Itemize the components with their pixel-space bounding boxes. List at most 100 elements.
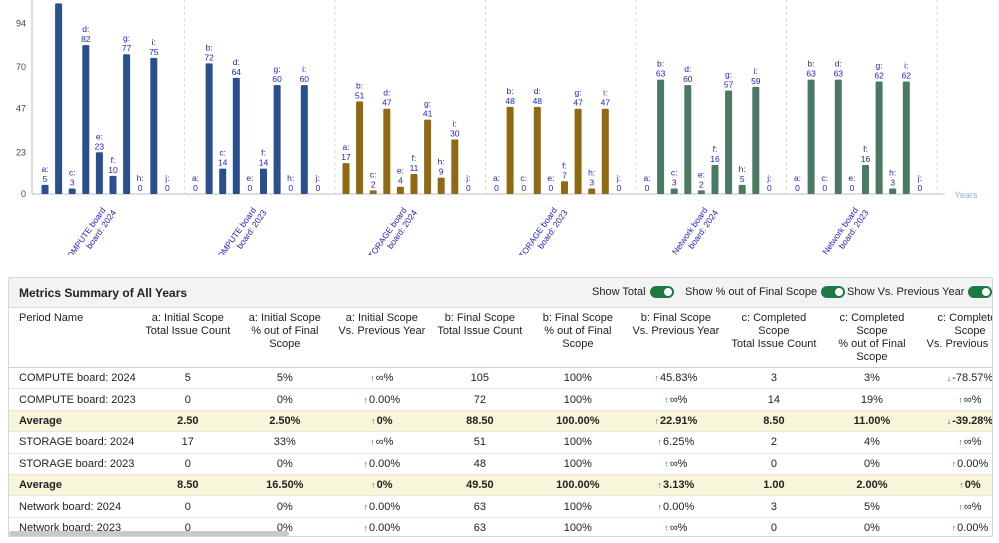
bar-series-label: h:: [588, 168, 595, 178]
metric-cell: 5%: [822, 495, 921, 518]
arrow-up-icon: ↑: [370, 437, 375, 448]
y-tick-label: 0: [21, 189, 26, 199]
bar-series-label: e:: [397, 166, 404, 176]
show-total-toggle[interactable]: Show Total: [592, 286, 674, 298]
toggle-switch-icon[interactable]: [649, 286, 674, 298]
period-name-cell: STORAGE board: 2023: [9, 453, 139, 475]
toggle-switch-icon[interactable]: [821, 286, 846, 298]
metric-cell: ↑∞%: [626, 517, 725, 536]
bar-value-label: 3: [589, 178, 594, 188]
arrow-up-icon: ↑: [363, 501, 368, 512]
show-pct-toggle[interactable]: Show % out of Final Scope: [685, 286, 846, 298]
bar-series-label: i:: [603, 88, 607, 98]
bar-value-label: 0: [850, 183, 855, 193]
bar-series-label: b:: [657, 59, 664, 69]
bar-series-label: a:: [192, 173, 199, 183]
metric-cell: ↓-39.28%: [920, 410, 992, 433]
bar-value-label: 62: [874, 70, 884, 80]
bar-d: [383, 108, 391, 194]
column-header-line: Vs. Previous Year: [926, 338, 992, 350]
bar-value-label: 60: [683, 74, 693, 84]
metric-cell: 100%: [528, 388, 627, 411]
bar-series-label: f:: [111, 155, 116, 165]
bar-value-label: 5: [740, 174, 745, 184]
bar-value-label: 48: [505, 96, 515, 106]
metric-cell: 33%: [236, 431, 333, 454]
metric-cell: 1.00: [724, 474, 823, 497]
bar-value-label: 0: [466, 183, 471, 193]
arrow-up-icon: ↑: [363, 458, 368, 469]
metric-cell: 8.50: [724, 410, 823, 433]
bar-i: [300, 85, 308, 194]
bar-d: [533, 106, 541, 194]
metric-cell: ↑0%: [332, 474, 431, 497]
column-header-line: Total Issue Count: [145, 325, 231, 337]
column-header[interactable]: b: Final Scope Total Issue Count: [430, 308, 529, 368]
metric-cell: 100%: [528, 517, 627, 536]
bar-series-label: e:: [547, 173, 554, 183]
metric-cell: 17: [138, 431, 237, 454]
bar-b: [356, 101, 364, 194]
column-header[interactable]: a: Initial Scope Vs. Previous Year: [332, 308, 431, 368]
bar-c: [369, 190, 377, 194]
column-header[interactable]: b: Final Scope% out of Final Scope: [528, 308, 627, 368]
bar-value-label: 0: [165, 183, 170, 193]
bar-series-label: i:: [302, 64, 306, 74]
bar-series-label: g:: [725, 70, 732, 80]
bar-value-label: 59: [751, 76, 761, 86]
show-vs-toggle[interactable]: Show Vs. Previous Year: [847, 286, 992, 298]
column-header-line: b: Final Scope: [640, 312, 712, 324]
bar-value-label: 10: [108, 165, 118, 175]
column-header[interactable]: a: Initial Scope% out of Final Scope: [236, 308, 333, 368]
arrow-up-icon: ↑: [654, 415, 659, 426]
bar-h: [889, 188, 897, 194]
bar-value-label: 14: [218, 158, 228, 168]
bar-d: [82, 45, 90, 194]
metric-cell: ↑0.00%: [332, 388, 431, 411]
metric-cell: 0%: [822, 517, 921, 536]
bar-value-label: 51: [355, 90, 365, 100]
show-vs-label: Show Vs. Previous Year: [847, 286, 965, 298]
metric-cell: ↑45.83%: [626, 367, 725, 390]
metric-cell: ↑0%: [332, 410, 431, 433]
bar-value-label: 47: [573, 98, 583, 108]
column-header[interactable]: c: Completed Scope Total Issue Count: [724, 308, 823, 368]
metric-cell: ↑∞%: [920, 431, 992, 454]
metric-cell: ↓-78.57%: [920, 367, 992, 390]
column-header[interactable]: a: Initial Scope Total Issue Count: [138, 308, 237, 368]
bar-series-label: j:: [465, 173, 470, 183]
panel-title: Metrics Summary of All Years: [19, 286, 188, 300]
bar-f: [711, 164, 719, 194]
metric-cell: 48: [430, 453, 529, 475]
x-category-label: COMPUTE boardboard: 2024: [61, 202, 118, 255]
column-header[interactable]: b: Final Scope Vs. Previous Year: [626, 308, 725, 368]
x-category-label: Network boardboard: 2023: [820, 202, 871, 255]
bar-series-label: b:: [507, 86, 514, 96]
x-axis-title: Years: [955, 190, 978, 200]
metric-cell: 2.00%: [822, 474, 921, 497]
horizontal-scrollbar[interactable]: [9, 531, 289, 536]
bar-series-label: a:: [41, 164, 48, 174]
panel-header: Metrics Summary of All Years Show Total …: [9, 278, 992, 308]
column-header[interactable]: c: Completed Scope% out of Final Scope: [822, 308, 921, 368]
y-tick-label: 94: [16, 18, 26, 28]
bar-series-label: f:: [562, 160, 567, 170]
metric-cell: ↑0.00%: [332, 495, 431, 518]
metrics-table: Period Name a: Initial Scope Total Issue C…: [9, 308, 992, 536]
bar-series-label: b:: [808, 59, 815, 69]
metric-cell: 0%: [236, 495, 333, 518]
bar-value-label: 48: [533, 96, 543, 106]
column-header-period[interactable]: Period Name: [9, 308, 139, 368]
metric-cell: 3: [724, 495, 823, 518]
column-header-line: c: Completed Scope: [839, 312, 905, 337]
bar-value-label: 3: [672, 178, 677, 188]
arrow-up-icon: ↑: [657, 480, 663, 491]
bar-g: [424, 119, 432, 194]
bar-d: [232, 77, 240, 194]
bar-h: [738, 184, 746, 194]
bar-b: [807, 79, 815, 194]
show-total-label: Show Total: [592, 286, 646, 298]
metric-cell: 8.50: [138, 474, 237, 497]
toggle-switch-icon[interactable]: [968, 286, 992, 298]
